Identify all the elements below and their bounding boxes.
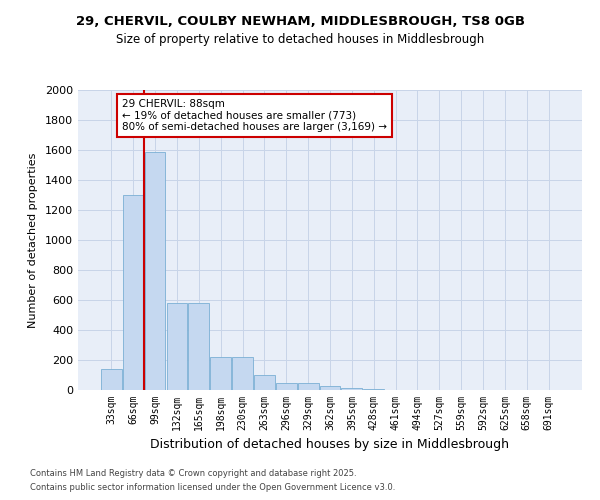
Text: 29 CHERVIL: 88sqm
← 19% of detached houses are smaller (773)
80% of semi-detache: 29 CHERVIL: 88sqm ← 19% of detached hous… <box>122 99 387 132</box>
Bar <box>341 388 362 390</box>
Bar <box>276 382 296 390</box>
X-axis label: Distribution of detached houses by size in Middlesbrough: Distribution of detached houses by size … <box>151 438 509 452</box>
Bar <box>232 357 253 390</box>
Bar <box>210 357 231 390</box>
Bar <box>320 386 340 390</box>
Bar <box>101 369 122 390</box>
Text: Contains public sector information licensed under the Open Government Licence v3: Contains public sector information licen… <box>30 484 395 492</box>
Bar <box>188 303 209 390</box>
Y-axis label: Number of detached properties: Number of detached properties <box>28 152 38 328</box>
Bar <box>145 152 166 390</box>
Text: Contains HM Land Registry data © Crown copyright and database right 2025.: Contains HM Land Registry data © Crown c… <box>30 468 356 477</box>
Bar <box>254 375 275 390</box>
Bar <box>298 382 319 390</box>
Bar <box>123 195 143 390</box>
Text: 29, CHERVIL, COULBY NEWHAM, MIDDLESBROUGH, TS8 0GB: 29, CHERVIL, COULBY NEWHAM, MIDDLESBROUG… <box>76 15 524 28</box>
Bar <box>167 303 187 390</box>
Text: Size of property relative to detached houses in Middlesbrough: Size of property relative to detached ho… <box>116 32 484 46</box>
Bar <box>364 389 384 390</box>
